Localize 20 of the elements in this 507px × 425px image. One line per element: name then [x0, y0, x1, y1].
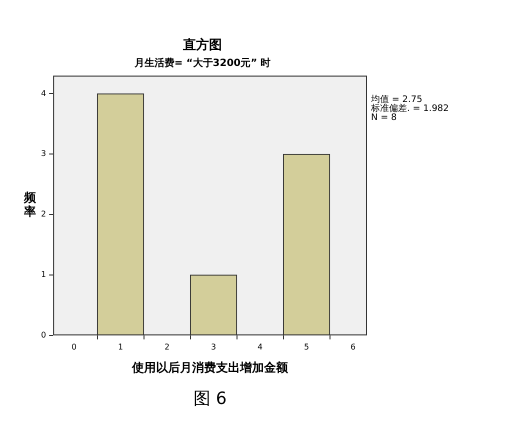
- x-tick-label: 3: [210, 342, 216, 352]
- chart-subtitle: 月生活费= “大于3200元” 时: [133, 57, 271, 70]
- x-tick-label: 5: [304, 342, 310, 352]
- x-tick-label: 6: [350, 342, 356, 352]
- text: 标准偏差. = 1.982: [370, 102, 449, 114]
- x-tick-label: 4: [257, 342, 263, 352]
- x-axis-title: 使用以后月消费支出增加金额: [131, 360, 290, 375]
- x-tick-label: 1: [118, 342, 124, 352]
- caption: 图 6: [193, 388, 227, 409]
- text: 均值 = 2.75: [370, 94, 422, 105]
- y-tick-label: 0: [40, 330, 46, 340]
- y-tick-label: 3: [40, 149, 46, 158]
- y-tick-label: 2: [40, 210, 46, 219]
- x-tick-label: 2: [164, 342, 170, 352]
- text: N = 8: [371, 112, 397, 123]
- y-tick-label: 1: [40, 270, 46, 280]
- y-tick-label: 4: [40, 88, 46, 98]
- y-axis-title: 频率: [23, 190, 37, 219]
- chart-title: 直方图: [182, 37, 222, 54]
- x-tick-label: 0: [71, 342, 77, 352]
